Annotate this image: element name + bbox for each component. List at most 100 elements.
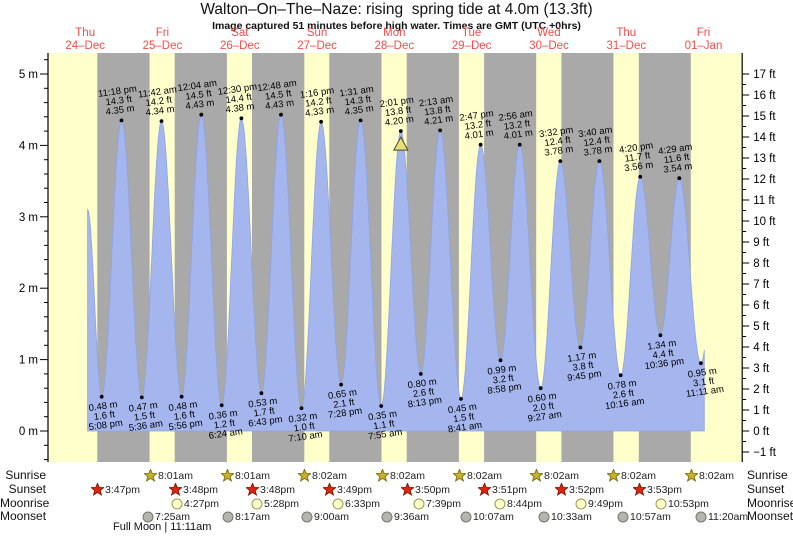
right-axis-tick-label: 2 ft (753, 384, 770, 396)
tide-label-line: 10:36 pm (644, 356, 685, 372)
sunset-event: 3:50pm (401, 483, 450, 496)
sunset-time: 3:48pm (260, 483, 296, 496)
right-axis-tick-label: 11 ft (753, 195, 775, 207)
moonset-event: 11:20am (695, 510, 748, 523)
tide-point-dot (219, 403, 224, 408)
tide-point-dot (597, 159, 602, 164)
tide-label-line: 11:42 am (137, 84, 177, 100)
day-label-dow: Tue (462, 27, 481, 39)
tide-label-line: 2:56 am (498, 108, 534, 124)
moonset-time: 9:36am (394, 510, 430, 523)
tide-label-line: 7:10 am (288, 429, 324, 445)
day-label-date: 24–Dec (65, 40, 105, 52)
tide-label-line: 2:13 am (418, 94, 454, 110)
tide-label-line: 8:58 pm (487, 381, 523, 397)
tide-label-line: 3.78 m (544, 144, 574, 159)
tide-label-line: 4.35 m (105, 103, 135, 118)
day-label-dow: Wed (537, 27, 560, 39)
day-label-date: 25–Dec (143, 40, 183, 52)
low-tide-label: 0.99 m3.2 ft8:58 pm (487, 363, 523, 397)
tide-point-dot (179, 394, 184, 399)
tide-label-line: 0.99 m (487, 363, 517, 378)
tide-label-line: 5:08 pm (88, 418, 124, 434)
left-axis-tick-label: 2 m (19, 283, 38, 295)
tide-label-line: 4.20 m (384, 114, 414, 129)
sunrise-event: 8:02am (376, 469, 425, 482)
right-axis-tick-label: 5 ft (753, 321, 770, 333)
tide-point-dot (319, 119, 323, 124)
tide-label-line: 0.60 m (527, 391, 557, 406)
sunrise-time: 8:01am (235, 469, 271, 482)
sunset-event: 3:51pm (478, 483, 527, 496)
tide-label-line: 11.6 ft (663, 152, 690, 167)
current-time-marker (393, 136, 409, 151)
tide-label-line: 14.3 ft (344, 94, 372, 109)
tide-label-line: 3.8 ft (572, 360, 595, 374)
tide-point-dot (99, 394, 104, 399)
low-tide-label: 1.17 m3.8 ft9:45 pm (567, 350, 603, 384)
tide-point-dot (618, 373, 623, 378)
moonset-moon-icon (538, 511, 550, 522)
tide-label-line: 12.4 ft (583, 134, 611, 149)
tide-label-line: 0.95 m (687, 366, 717, 381)
sunset-time: 3:50pm (415, 483, 451, 496)
tide-label-line: 0.48 m (168, 399, 198, 414)
moonrise-moon-icon (655, 498, 667, 509)
tide-label-line: 12:04 am (177, 78, 218, 94)
day-label-date: 27–Dec (297, 40, 337, 52)
moonrise-event: 7:39pm (413, 497, 461, 510)
moonset-moon-icon (617, 511, 629, 522)
tide-label-line: 14.4 ft (225, 92, 253, 107)
sunrise-star-icon (607, 469, 620, 482)
tide-label-line: 0.32 m (288, 411, 318, 426)
sunrise-time: 8:02am (699, 469, 735, 482)
right-axis-tick-label: −1 ft (753, 447, 777, 459)
tide-label-line: 4.35 m (344, 103, 374, 118)
sunrise-star-icon (221, 469, 234, 482)
tide-label-line: 6:43 pm (248, 414, 284, 430)
moonrise-time: 4:27pm (184, 497, 220, 510)
moonset-row-label-right: Moonset (747, 509, 793, 523)
moonset-event: 7:25am (142, 510, 190, 523)
left-axis-tick-label: 4 m (19, 140, 38, 152)
moonset-event: 9:00am (301, 510, 349, 523)
right-axis-tick-label: 15 ft (753, 111, 776, 123)
moonrise-time: 10:53pm (668, 497, 709, 510)
sunrise-star-icon (376, 469, 389, 482)
moonset-moon-icon (301, 511, 313, 522)
tide-point-dot (139, 395, 144, 400)
tide-label-line: 4.33 m (305, 104, 335, 119)
tide-label-line: 4.21 m (424, 113, 454, 128)
tide-label-line: 4:20 pm (618, 140, 654, 156)
tide-label-line: 12.4 ft (544, 134, 572, 149)
tide-point-dot (119, 118, 124, 123)
sunset-event: 3:47pm (91, 483, 140, 496)
tide-point-dot (299, 406, 304, 411)
tide-label-line: 2.6 ft (612, 388, 635, 402)
day-label-dow: Mon (383, 27, 405, 39)
tide-label-line: 7:55 am (367, 427, 403, 443)
moonset-time: 9:00am (314, 510, 350, 523)
moonrise-row-label-right: Moonrise (747, 496, 793, 510)
tide-label-line: 3.54 m (663, 161, 693, 176)
tide-label-line: 2.6 ft (412, 386, 435, 400)
sunrise-time: 8:02am (621, 469, 657, 482)
day-label-dow: Fri (697, 27, 710, 39)
moonrise-moon-icon (251, 498, 263, 509)
tide-point-dot (578, 345, 583, 350)
tide-point-dot (279, 112, 283, 117)
tide-label-line: 8:41 am (447, 420, 483, 436)
page-title: Walton–On–The–Naze: rising spring tide a… (200, 1, 593, 18)
tide-area (87, 113, 705, 432)
